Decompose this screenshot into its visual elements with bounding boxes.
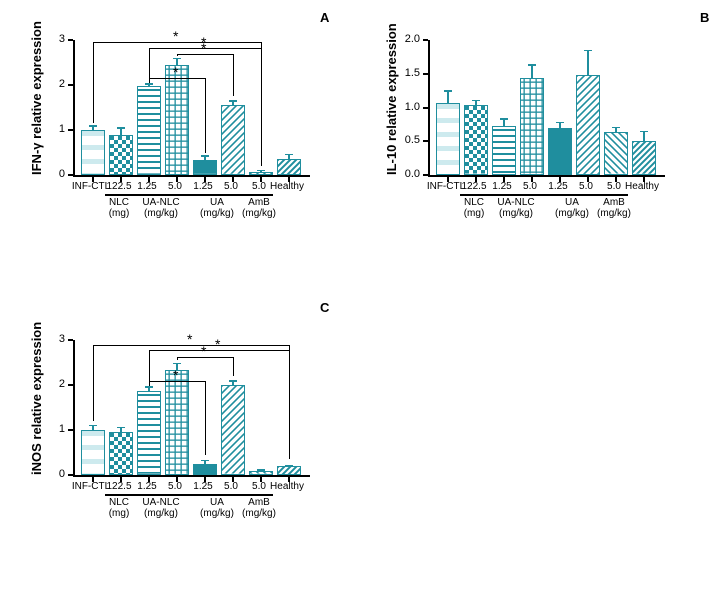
y-tick-label: 2: [59, 78, 65, 90]
group-label: UA-NLC(mg/kg): [486, 197, 546, 219]
bar: [221, 105, 245, 175]
group-label: UA-NLC(mg/kg): [131, 497, 191, 519]
bar: [193, 464, 217, 475]
y-tick-label: 0.0: [405, 168, 420, 180]
significance-star: *: [173, 64, 178, 80]
group-underline: [460, 194, 488, 196]
significance-star: *: [201, 40, 206, 56]
group-label: AmB(mg/kg): [584, 197, 644, 219]
bar: [221, 385, 245, 475]
bar: [632, 141, 656, 175]
group-underline: [488, 194, 544, 196]
plot-area: 0.00.51.01.52.0: [428, 40, 665, 177]
panel-label-A: A: [320, 10, 329, 25]
bar: [81, 130, 105, 175]
bar: [576, 75, 600, 175]
y-tick-label: 1: [59, 423, 65, 435]
group-label: UA-NLC(mg/kg): [131, 197, 191, 219]
bar: [464, 105, 488, 175]
group-underline: [105, 494, 133, 496]
y-tick-label: 3: [59, 33, 65, 45]
significance-star: *: [187, 331, 192, 347]
bar: [193, 160, 217, 175]
y-tick-label: 2.0: [405, 33, 420, 45]
group-underline: [133, 494, 189, 496]
y-tick-label: 1.0: [405, 101, 420, 113]
x-tick-label: Healthy: [267, 181, 307, 192]
group-underline: [189, 194, 245, 196]
bar: [109, 432, 133, 475]
group-underline: [600, 194, 628, 196]
bar: [492, 126, 516, 175]
bar: [109, 135, 133, 175]
bar: [165, 65, 189, 175]
bar: [137, 86, 161, 175]
bar: [249, 471, 273, 475]
y-tick-label: 1.5: [405, 67, 420, 79]
y-tick-label: 1: [59, 123, 65, 135]
group-underline: [105, 194, 133, 196]
significance-star: *: [173, 367, 178, 383]
x-tick-label: Healthy: [622, 181, 662, 192]
bar: [520, 78, 544, 175]
panel-C: iNOS relative expression0123****INF-CTL1…: [15, 310, 320, 595]
group-label: AmB(mg/kg): [229, 497, 289, 519]
group-underline: [544, 194, 600, 196]
bar: [277, 159, 301, 175]
group-underline: [133, 194, 189, 196]
panel-A: IFN-γ relative expression0123****INF-CTL…: [15, 10, 320, 295]
group-label: AmB(mg/kg): [229, 197, 289, 219]
panel-B: IL-10 relative expression0.00.51.01.52.0…: [370, 10, 675, 295]
significance-star: *: [215, 336, 220, 352]
y-tick-label: 2: [59, 378, 65, 390]
significance-star: *: [173, 28, 178, 44]
plot-area: 0123****: [73, 340, 310, 477]
y-tick-label: 0.5: [405, 134, 420, 146]
y-tick-label: 0: [59, 468, 65, 480]
bar: [277, 466, 301, 475]
y-axis-title: iNOS relative expression: [29, 322, 44, 475]
plot-area: 0123****: [73, 40, 310, 177]
y-tick-label: 3: [59, 333, 65, 345]
bar: [548, 128, 572, 175]
bar: [249, 172, 273, 175]
bar: [604, 132, 628, 175]
bar: [436, 103, 460, 175]
group-underline: [245, 194, 273, 196]
bar: [165, 370, 189, 475]
group-underline: [189, 494, 245, 496]
significance-star: *: [201, 343, 206, 359]
bar: [137, 391, 161, 475]
panel-label-C: C: [320, 300, 329, 315]
y-tick-label: 0: [59, 168, 65, 180]
group-underline: [245, 494, 273, 496]
x-tick-label: Healthy: [267, 481, 307, 492]
y-axis-title: IFN-γ relative expression: [29, 21, 44, 175]
y-axis-title: IL-10 relative expression: [384, 23, 399, 175]
panel-label-B: B: [700, 10, 709, 25]
bar: [81, 430, 105, 475]
